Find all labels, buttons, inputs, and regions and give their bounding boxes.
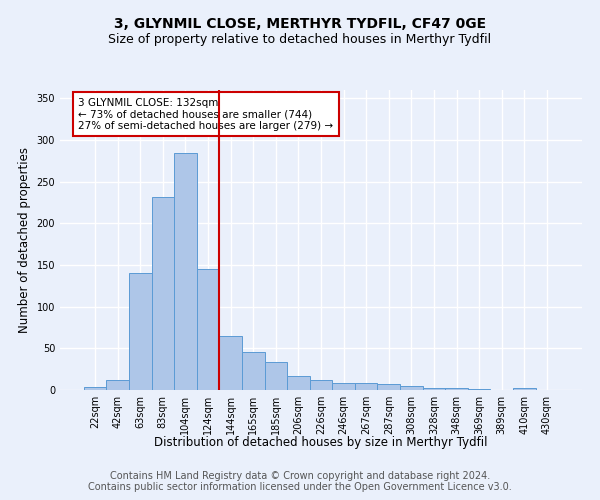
Bar xyxy=(468,389,490,390)
Bar xyxy=(513,388,536,390)
Bar xyxy=(129,274,152,390)
Bar xyxy=(242,352,265,390)
Bar xyxy=(445,388,468,390)
Bar xyxy=(422,388,445,390)
Bar xyxy=(265,362,287,390)
Bar xyxy=(106,380,129,390)
Bar xyxy=(287,376,310,390)
Bar xyxy=(152,196,174,390)
Text: 3 GLYNMIL CLOSE: 132sqm
← 73% of detached houses are smaller (744)
27% of semi-d: 3 GLYNMIL CLOSE: 132sqm ← 73% of detache… xyxy=(78,98,334,130)
Bar xyxy=(332,384,355,390)
Bar xyxy=(220,336,242,390)
Bar xyxy=(377,384,400,390)
Text: 3, GLYNMIL CLOSE, MERTHYR TYDFIL, CF47 0GE: 3, GLYNMIL CLOSE, MERTHYR TYDFIL, CF47 0… xyxy=(114,18,486,32)
Bar xyxy=(400,386,422,390)
Text: Size of property relative to detached houses in Merthyr Tydfil: Size of property relative to detached ho… xyxy=(109,32,491,46)
Bar xyxy=(197,269,220,390)
Bar xyxy=(84,386,106,390)
Y-axis label: Number of detached properties: Number of detached properties xyxy=(18,147,31,333)
Text: Contains HM Land Registry data © Crown copyright and database right 2024.
Contai: Contains HM Land Registry data © Crown c… xyxy=(88,471,512,492)
Bar xyxy=(310,380,332,390)
Bar xyxy=(174,152,197,390)
Bar xyxy=(355,384,377,390)
Text: Distribution of detached houses by size in Merthyr Tydfil: Distribution of detached houses by size … xyxy=(154,436,488,449)
